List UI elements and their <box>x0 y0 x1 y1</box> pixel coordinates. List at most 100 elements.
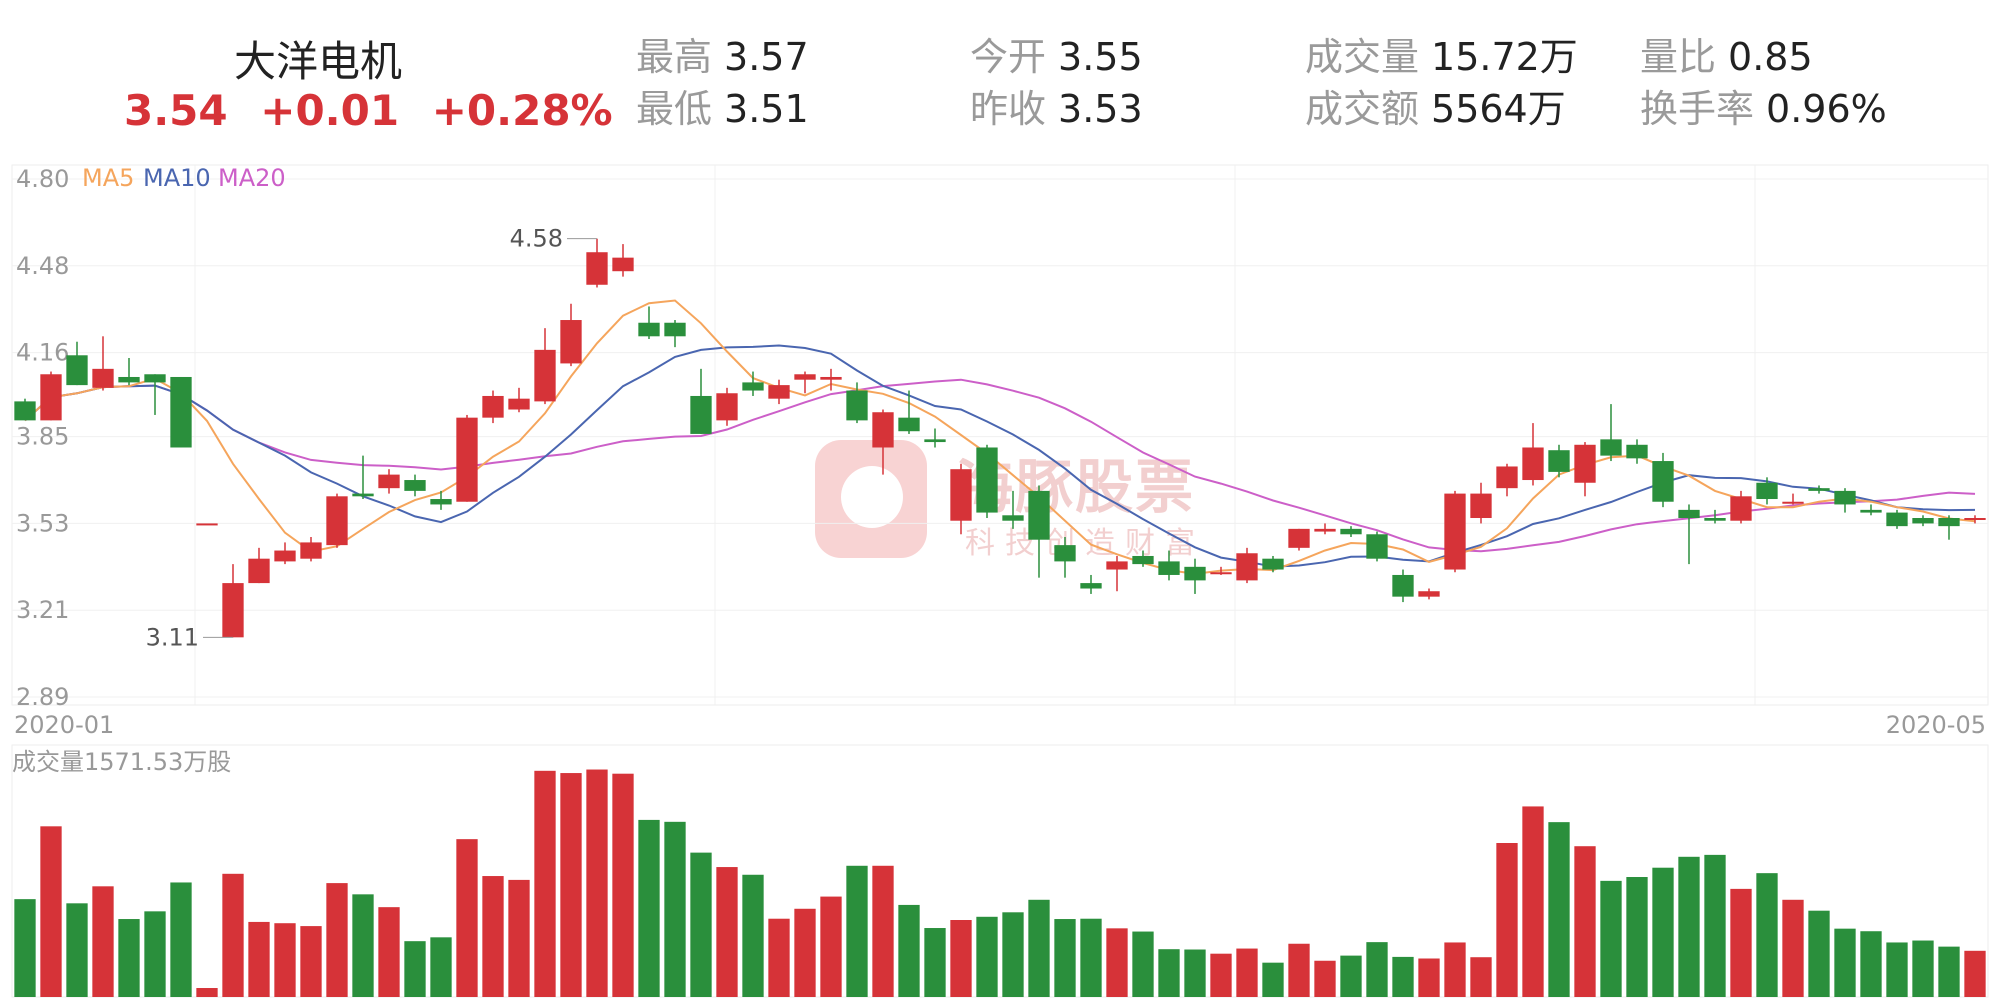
volume-bar <box>664 821 686 997</box>
candle <box>872 412 894 448</box>
candle <box>612 257 634 272</box>
volume-bar <box>1184 949 1206 997</box>
volume-bar <box>1886 942 1908 997</box>
volume-bar <box>1678 856 1700 997</box>
volume-bar <box>222 873 244 997</box>
candle <box>1834 490 1856 505</box>
volume-bar <box>1262 962 1284 997</box>
x-tick-label: 2020-01 <box>14 711 114 739</box>
candle <box>1470 493 1492 519</box>
volume-bar <box>352 894 374 997</box>
volume-bar <box>534 770 556 997</box>
volume-bar <box>274 923 296 997</box>
y-tick-label: 2.89 <box>16 683 69 711</box>
volume-bar <box>1470 957 1492 997</box>
candle <box>378 474 400 489</box>
volume-bar <box>1730 888 1752 997</box>
candle <box>430 499 452 505</box>
volume-bar <box>1444 942 1466 997</box>
volume-bar <box>716 867 738 997</box>
volume-bar <box>1366 942 1388 997</box>
volume-bar <box>924 928 946 997</box>
watermark-slogan: 科技创造财富 <box>965 526 1205 561</box>
volume-bar <box>1834 928 1856 997</box>
candle <box>1574 444 1596 483</box>
volume-bar <box>40 826 62 997</box>
candle <box>690 395 712 434</box>
candle <box>326 496 348 546</box>
volume-bar <box>1080 918 1102 997</box>
volume-bar <box>196 988 218 997</box>
stat-volume: 成交量 15.72万 <box>1305 35 1578 79</box>
volume-bar <box>248 921 270 997</box>
volume-bar <box>456 839 478 997</box>
volume-bar <box>1782 899 1804 997</box>
candle <box>1652 461 1674 502</box>
volume-bar <box>1028 899 1050 997</box>
volume-label: 成交量1571.53万股 <box>12 748 231 776</box>
y-tick-label: 3.53 <box>16 509 69 537</box>
x-tick-label: 2020-05 <box>1886 711 1986 739</box>
candle <box>1132 555 1154 565</box>
candle <box>1938 518 1960 527</box>
low-annotation: 3.11 <box>146 623 199 651</box>
candle <box>950 469 972 521</box>
volume-bar <box>1158 949 1180 997</box>
candle <box>742 382 764 391</box>
volume-bar <box>1860 931 1882 997</box>
legend-ma10: MA10 <box>143 164 211 192</box>
volume-bar <box>1522 806 1544 997</box>
candle <box>66 355 88 386</box>
price-quote: 3.54 +0.01 +0.28% <box>124 86 631 135</box>
candle <box>248 558 270 584</box>
candle <box>1288 528 1310 548</box>
volume-bar <box>118 919 140 997</box>
stock-name: 大洋电机 <box>234 37 403 86</box>
volume-bar <box>1756 873 1778 997</box>
volume-bar <box>690 852 712 997</box>
volume-bar <box>612 773 634 997</box>
candle <box>1600 439 1622 456</box>
stat-volume-ratio: 量比 0.85 <box>1640 35 1813 79</box>
volume-bar <box>1288 943 1310 997</box>
candle <box>846 390 868 421</box>
price-plot-frame <box>11 164 1989 706</box>
volume-bar <box>1106 928 1128 997</box>
candle <box>716 393 738 421</box>
stat-turnover-rate: 换手率 0.96% <box>1640 87 1887 131</box>
candle <box>144 374 166 383</box>
volume-bar <box>1314 960 1336 997</box>
stat-turnover-amount: 成交额 5564万 <box>1305 87 1566 131</box>
volume-bar <box>1938 946 1960 997</box>
candle <box>352 493 374 497</box>
candle <box>1158 561 1180 575</box>
candle <box>1236 553 1258 581</box>
candle <box>1184 566 1206 581</box>
candle <box>1626 444 1648 459</box>
volume-bar <box>1808 910 1830 997</box>
volume-bar <box>1236 948 1258 997</box>
volume-bar <box>1652 867 1674 997</box>
ma20-line <box>24 378 1976 553</box>
candle <box>898 417 920 432</box>
candle <box>664 322 686 337</box>
candle <box>1704 518 1726 521</box>
volume-bar <box>144 911 166 997</box>
candle <box>560 320 582 364</box>
candle <box>1392 574 1414 597</box>
candle <box>1886 512 1908 527</box>
volume-bar <box>1704 854 1726 997</box>
candle <box>1496 466 1518 489</box>
volume-bar <box>1132 931 1154 997</box>
candle <box>1678 509 1700 519</box>
candle <box>1912 518 1934 524</box>
candle <box>1522 447 1544 481</box>
volume-bar <box>872 865 894 997</box>
candle <box>456 417 478 502</box>
quote-header: 大洋电机 3.54 +0.01 +0.28% 最高 3.57 最低 3.51 今开 3… <box>0 0 2001 160</box>
ma10-line <box>24 344 1976 568</box>
candle <box>1444 493 1466 570</box>
candle <box>1548 450 1570 472</box>
candle <box>40 374 62 421</box>
volume-bar <box>1548 822 1570 997</box>
